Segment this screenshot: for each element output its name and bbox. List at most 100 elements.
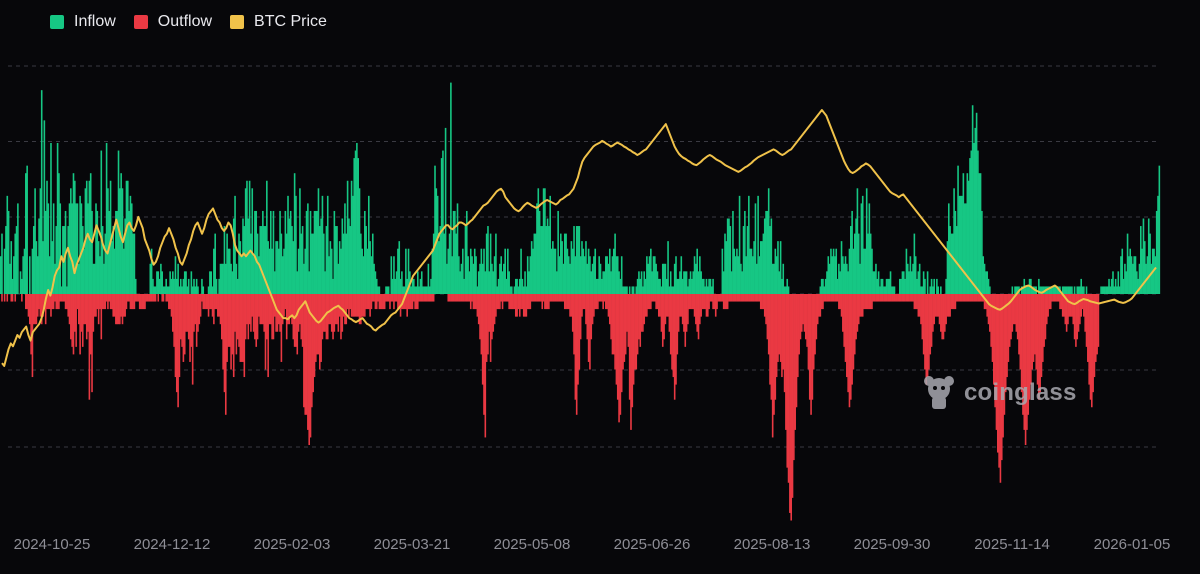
outflow-bar[interactable] bbox=[578, 294, 581, 370]
outflow-bar[interactable] bbox=[1080, 294, 1083, 317]
inflow-bar[interactable] bbox=[132, 233, 134, 294]
outflow-bar[interactable] bbox=[1049, 294, 1052, 310]
inflow-bar[interactable] bbox=[452, 210, 455, 294]
outflow-bar[interactable] bbox=[730, 294, 733, 302]
inflow-bar[interactable] bbox=[663, 263, 665, 294]
outflow-bar[interactable] bbox=[1087, 294, 1089, 362]
outflow-bar[interactable] bbox=[281, 294, 284, 325]
outflow-bar[interactable] bbox=[910, 294, 913, 302]
outflow-bar[interactable] bbox=[909, 294, 912, 302]
outflow-bar[interactable] bbox=[951, 294, 954, 310]
inflow-bar[interactable] bbox=[337, 263, 340, 294]
outflow-bar[interactable] bbox=[455, 294, 457, 302]
inflow-bar[interactable] bbox=[443, 233, 446, 294]
outflow-bar[interactable] bbox=[905, 294, 908, 302]
inflow-bar[interactable] bbox=[831, 256, 834, 294]
inflow-bar[interactable] bbox=[583, 256, 586, 294]
inflow-bar[interactable] bbox=[857, 233, 860, 294]
outflow-bar[interactable] bbox=[689, 294, 692, 310]
inflow-bar[interactable] bbox=[650, 248, 652, 294]
outflow-bar[interactable] bbox=[161, 294, 164, 302]
inflow-bar[interactable] bbox=[311, 233, 313, 294]
inflow-bar[interactable] bbox=[889, 271, 892, 294]
outflow-bar[interactable] bbox=[386, 294, 389, 302]
inflow-bar[interactable] bbox=[1100, 286, 1102, 294]
inflow-bar[interactable] bbox=[970, 150, 973, 294]
inflow-bar[interactable] bbox=[340, 248, 342, 294]
inflow-bar[interactable] bbox=[267, 241, 269, 294]
outflow-bar[interactable] bbox=[81, 294, 84, 347]
outflow-bar[interactable] bbox=[162, 294, 165, 302]
outflow-bar[interactable] bbox=[411, 294, 414, 310]
outflow-bar[interactable] bbox=[103, 294, 105, 310]
outflow-bar[interactable] bbox=[1035, 294, 1037, 370]
outflow-bar[interactable] bbox=[868, 294, 871, 310]
outflow-bar[interactable] bbox=[68, 294, 71, 325]
outflow-bar[interactable] bbox=[318, 294, 321, 370]
inflow-bar[interactable] bbox=[834, 256, 836, 294]
outflow-bar[interactable] bbox=[370, 294, 373, 310]
inflow-bar[interactable] bbox=[296, 271, 299, 294]
inflow-bar[interactable] bbox=[1080, 278, 1083, 294]
outflow-bar[interactable] bbox=[774, 294, 777, 400]
outflow-bar[interactable] bbox=[346, 294, 349, 310]
outflow-bar[interactable] bbox=[550, 294, 553, 302]
outflow-bar[interactable] bbox=[307, 294, 309, 430]
outflow-bar[interactable] bbox=[332, 294, 334, 340]
inflow-bar[interactable] bbox=[548, 226, 550, 294]
outflow-bar[interactable] bbox=[305, 294, 308, 415]
outflow-bar[interactable] bbox=[594, 294, 597, 310]
inflow-bar[interactable] bbox=[900, 278, 902, 294]
inflow-bar[interactable] bbox=[252, 256, 255, 294]
outflow-bar[interactable] bbox=[316, 294, 318, 355]
inflow-bar[interactable] bbox=[26, 165, 28, 294]
inflow-bar[interactable] bbox=[112, 226, 115, 294]
outflow-bar[interactable] bbox=[639, 294, 642, 347]
outflow-bar[interactable] bbox=[936, 294, 938, 317]
inflow-bar[interactable] bbox=[657, 278, 660, 294]
inflow-bar[interactable] bbox=[471, 256, 473, 294]
outflow-bar[interactable] bbox=[1067, 294, 1069, 325]
outflow-bar[interactable] bbox=[459, 294, 461, 302]
outflow-bar[interactable] bbox=[1006, 294, 1008, 378]
inflow-bar[interactable] bbox=[624, 286, 627, 294]
outflow-bar[interactable] bbox=[814, 294, 816, 355]
outflow-bar[interactable] bbox=[389, 294, 391, 310]
inflow-bar[interactable] bbox=[712, 278, 714, 294]
outflow-bar[interactable] bbox=[991, 294, 994, 362]
outflow-bar[interactable] bbox=[297, 294, 300, 332]
inflow-bar[interactable] bbox=[959, 195, 962, 294]
inflow-bar[interactable] bbox=[867, 233, 869, 294]
inflow-bar[interactable] bbox=[59, 203, 62, 294]
inflow-bar[interactable] bbox=[683, 271, 685, 294]
inflow-bar[interactable] bbox=[738, 195, 741, 294]
outflow-bar[interactable] bbox=[326, 294, 329, 340]
inflow-bar[interactable] bbox=[612, 248, 615, 294]
inflow-bar[interactable] bbox=[161, 271, 164, 294]
outflow-bar[interactable] bbox=[589, 294, 591, 370]
inflow-bar[interactable] bbox=[262, 210, 264, 294]
inflow-bar[interactable] bbox=[317, 188, 320, 294]
outflow-bar[interactable] bbox=[168, 294, 170, 310]
inflow-bar[interactable] bbox=[160, 263, 162, 294]
outflow-bar[interactable] bbox=[513, 294, 516, 310]
inflow-bar[interactable] bbox=[773, 263, 775, 294]
inflow-bar[interactable] bbox=[892, 286, 894, 294]
inflow-bar[interactable] bbox=[722, 271, 725, 294]
outflow-bar[interactable] bbox=[1000, 294, 1003, 461]
outflow-bar[interactable] bbox=[820, 294, 823, 310]
outflow-bar[interactable] bbox=[267, 294, 269, 378]
outflow-bar[interactable] bbox=[252, 294, 255, 332]
outflow-bar[interactable] bbox=[170, 294, 173, 317]
outflow-bar[interactable] bbox=[207, 294, 210, 317]
inflow-bar[interactable] bbox=[1142, 218, 1145, 295]
inflow-bar[interactable] bbox=[868, 203, 871, 294]
outflow-bar[interactable] bbox=[330, 294, 333, 332]
inflow-bar[interactable] bbox=[387, 286, 390, 294]
outflow-bar[interactable] bbox=[671, 294, 673, 370]
inflow-bar[interactable] bbox=[872, 271, 875, 294]
outflow-bar[interactable] bbox=[941, 294, 943, 340]
outflow-bar[interactable] bbox=[126, 294, 129, 302]
outflow-bar[interactable] bbox=[967, 294, 970, 302]
inflow-bar[interactable] bbox=[1063, 286, 1065, 294]
